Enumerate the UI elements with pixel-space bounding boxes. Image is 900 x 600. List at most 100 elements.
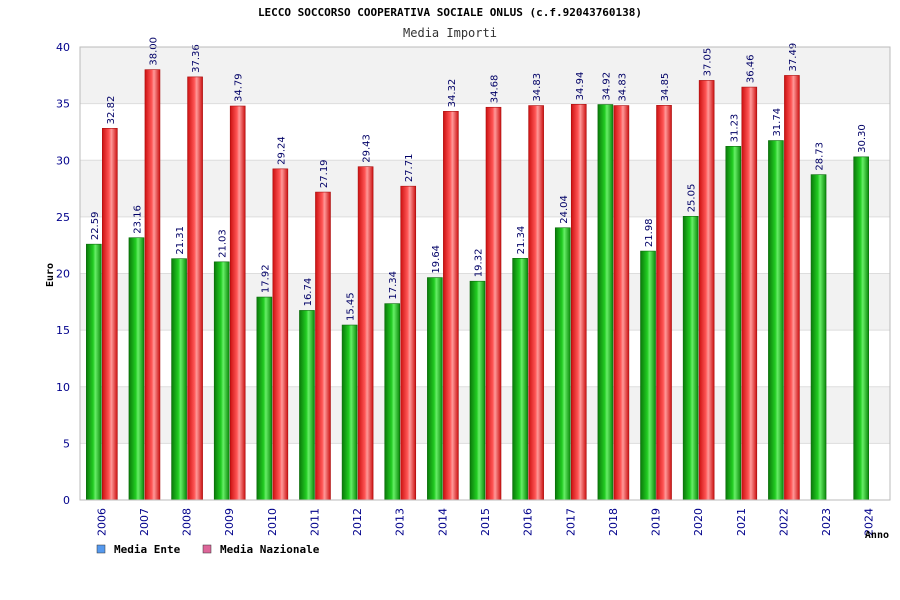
x-tick-label: 2016 [522, 508, 535, 536]
x-tick-label: 2010 [266, 508, 279, 536]
y-tick-label: 20 [56, 268, 70, 281]
x-tick-label: 2009 [223, 508, 236, 536]
chart-title: LECCO SOCCORSO COOPERATIVA SOCIALE ONLUS… [258, 6, 642, 19]
value-label: 22.59 [90, 212, 101, 241]
bar-media-nazionale-2014 [443, 111, 459, 501]
value-label: 36.46 [745, 54, 756, 83]
value-label: 31.74 [772, 108, 783, 137]
bar-media-ente-2023 [810, 174, 827, 501]
bar-media-ente-2024 [853, 156, 869, 501]
y-tick-label: 10 [56, 381, 70, 394]
x-tick-label: 2020 [692, 508, 705, 536]
value-label: 37.49 [788, 43, 799, 72]
value-label: 17.92 [260, 264, 271, 293]
value-label: 30.30 [857, 124, 868, 153]
bar-media-ente-2012 [341, 324, 358, 501]
bar-media-ente-2022 [768, 140, 784, 501]
bar-media-ente-2011 [299, 310, 315, 501]
plot-border [79, 46, 891, 501]
value-label: 38.00 [148, 37, 159, 66]
x-axis-label: Anno [865, 530, 889, 541]
bar-media-ente-2006 [86, 243, 102, 501]
legend-label-media-ente: Media Ente [114, 543, 181, 556]
bar-media-nazionale-2022 [784, 75, 800, 501]
x-tick-label: 2011 [308, 508, 321, 536]
y-tick-label: 0 [63, 494, 70, 507]
value-label: 34.94 [575, 72, 586, 101]
y-tick-label: 40 [56, 41, 70, 54]
x-tick-label: 2022 [777, 508, 790, 536]
value-label: 34.92 [601, 72, 612, 101]
x-tick-label: 2012 [351, 508, 364, 536]
chart-subtitle: Media Importi [403, 26, 497, 40]
x-axis-ticks: 2006 2007 2008 2009 2010 2011 2012 2013 2014 2015… [95, 508, 875, 536]
x-tick-label: 2013 [394, 508, 407, 536]
legend-swatch-media-nazionale [202, 544, 212, 554]
bar-media-ente-2015 [469, 280, 486, 501]
legend-swatch-media-ente [96, 544, 106, 554]
bar-media-ente-2013 [384, 303, 401, 501]
value-label: 27.71 [404, 154, 415, 183]
value-label: 32.82 [106, 96, 117, 125]
bar-media-ente-2020 [682, 216, 699, 501]
value-label: 15.45 [346, 292, 357, 321]
x-tick-label: 2024 [863, 508, 876, 536]
bar-media-nazionale-2008 [187, 76, 203, 501]
bar-media-nazionale-2006 [102, 128, 118, 501]
value-label: 25.05 [687, 184, 698, 213]
y-tick-label: 5 [63, 437, 70, 450]
x-tick-label: 2014 [436, 508, 449, 536]
bar-media-nazionale-2015 [485, 106, 502, 501]
x-tick-label: 2006 [95, 508, 108, 536]
x-tick-label: 2021 [735, 508, 748, 536]
value-label: 34.32 [447, 79, 458, 108]
value-label: 24.04 [559, 195, 570, 224]
x-tick-label: 2023 [820, 508, 833, 536]
y-tick-label: 25 [56, 211, 70, 224]
value-label: 37.36 [191, 44, 202, 73]
value-label: 34.85 [660, 73, 671, 102]
bar-media-nazionale-2011 [315, 191, 331, 501]
bar-media-ente-2014 [427, 277, 443, 501]
bar-media-ente-2016 [512, 258, 528, 501]
bar-media-ente-2018 [597, 104, 614, 501]
value-label: 29.43 [362, 134, 373, 163]
bar-media-nazionale-2016 [528, 105, 544, 501]
value-label: 37.05 [703, 48, 714, 77]
value-label: 23.16 [132, 205, 143, 234]
legend: Media Ente Media Nazionale [96, 543, 320, 556]
x-tick-label: 2018 [607, 508, 620, 536]
bar-media-nazionale-2019 [656, 105, 672, 501]
bar-media-ente-2019 [640, 250, 656, 501]
bar-media-nazionale-2012 [357, 166, 374, 501]
value-label: 21.03 [218, 229, 229, 258]
bar-media-nazionale-2018 [613, 105, 630, 501]
bar-media-nazionale-2010 [272, 168, 289, 501]
value-label: 34.79 [234, 73, 245, 102]
bar-media-ente-2021 [725, 146, 742, 501]
y-tick-label: 15 [56, 324, 70, 337]
bar-media-nazionale-2021 [741, 86, 758, 501]
value-label: 34.83 [617, 73, 628, 102]
x-tick-label: 2015 [479, 508, 492, 536]
bar-media-nazionale-2017 [570, 104, 587, 501]
bar-media-ente-2009 [213, 261, 230, 501]
value-label: 29.24 [276, 136, 287, 165]
bar-media-ente-2008 [171, 258, 187, 501]
value-label: 21.31 [175, 226, 186, 255]
value-label: 34.83 [532, 73, 543, 102]
value-label: 21.34 [516, 226, 527, 255]
bar-media-nazionale-2020 [698, 80, 715, 501]
y-axis-ticks: 0 5 10 15 20 25 30 35 40 [56, 41, 70, 507]
value-label: 27.19 [319, 159, 330, 188]
x-tick-label: 2008 [181, 508, 194, 536]
value-label: 28.73 [815, 142, 826, 171]
y-tick-label: 35 [56, 98, 70, 111]
value-label: 16.74 [303, 278, 314, 307]
bar-media-nazionale-2013 [400, 185, 417, 501]
value-label: 31.23 [729, 114, 740, 143]
x-tick-label: 2007 [138, 508, 151, 536]
y-tick-label: 30 [56, 154, 70, 167]
value-label: 34.68 [490, 75, 501, 104]
